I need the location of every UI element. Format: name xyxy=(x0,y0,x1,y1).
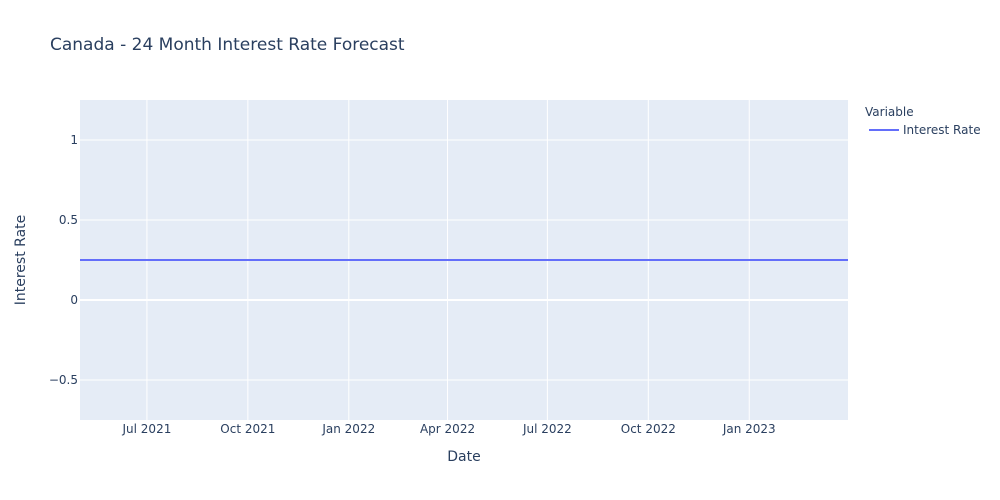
y-tick-labels: −0.5 0 0.5 1 xyxy=(49,133,78,387)
x-axis-label: Date xyxy=(447,449,480,465)
x-tick-label: Jul 2021 xyxy=(122,422,172,436)
legend-entry-interest-rate: Interest Rate xyxy=(903,123,981,137)
x-tick-label: Jul 2022 xyxy=(522,422,572,436)
x-tick-label: Oct 2022 xyxy=(621,422,676,436)
y-tick-label: 0 xyxy=(70,293,78,307)
y-tick-label: 0.5 xyxy=(59,213,78,227)
chart-title: Canada - 24 Month Interest Rate Forecast xyxy=(50,35,405,55)
x-tick-label: Jan 2022 xyxy=(321,422,375,436)
legend: Variable Interest Rate xyxy=(865,105,981,137)
x-tick-label: Oct 2021 xyxy=(220,422,275,436)
y-axis-label: Interest Rate xyxy=(13,215,29,306)
y-tick-label: 1 xyxy=(70,133,78,147)
y-tick-label: −0.5 xyxy=(49,373,78,387)
x-tick-label: Jan 2023 xyxy=(722,422,776,436)
x-tick-labels: Jul 2021 Oct 2021 Jan 2022 Apr 2022 Jul 2022… xyxy=(122,422,776,436)
legend-title: Variable xyxy=(865,105,914,119)
x-tick-label: Apr 2022 xyxy=(420,422,475,436)
y-gridlines xyxy=(80,139,848,381)
